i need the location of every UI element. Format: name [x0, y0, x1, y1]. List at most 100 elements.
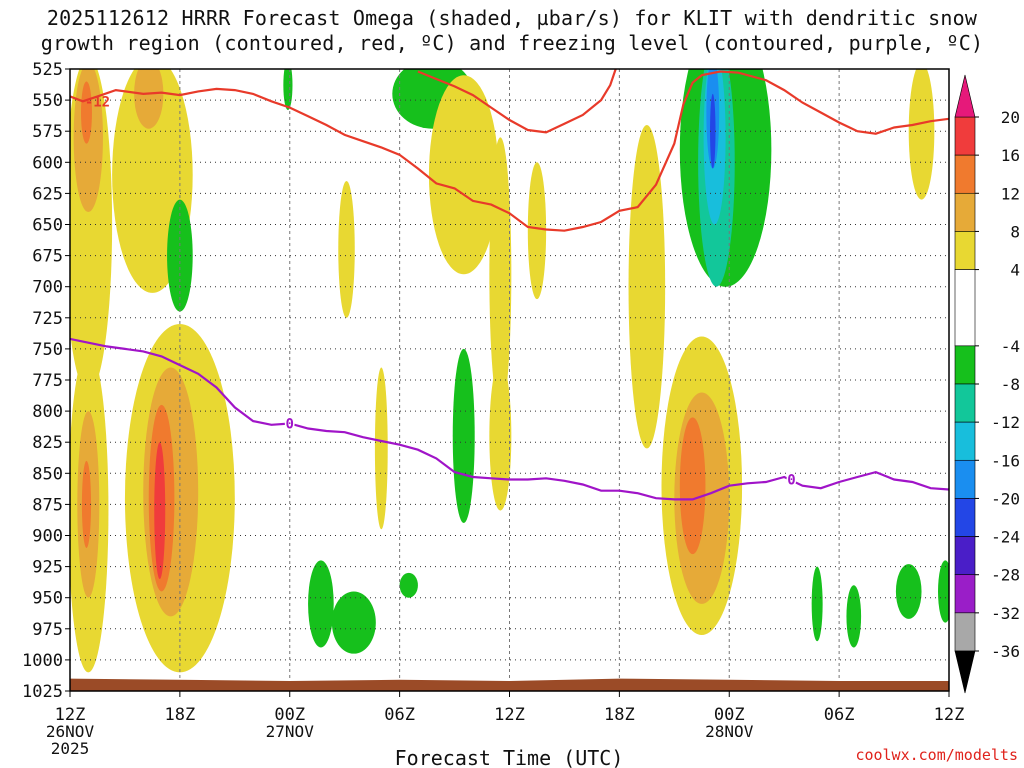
omega-cell-up1-core: [80, 81, 92, 144]
omega-cell-up-low-a: [489, 361, 512, 511]
x-tick-label-12: 00Z: [274, 705, 305, 725]
colorbar-bin--20: [954, 459, 976, 499]
y-tick-label-675: 675: [32, 247, 63, 267]
colorbar-bin-16: [954, 116, 976, 156]
omega-cell-down-right-c: [895, 564, 922, 619]
freezing-level-label-0: 0: [286, 417, 294, 433]
ground-surface: [70, 678, 949, 691]
dgz-contour-line-1: [417, 69, 617, 134]
y-tick-label-725: 725: [32, 309, 63, 329]
y-tick-label-1000: 1000: [22, 651, 63, 671]
dgz-contour-label: -12: [85, 94, 110, 110]
y-tick-label-1025: 1025: [22, 682, 63, 702]
omega-cell-down-right-b: [846, 585, 862, 648]
colorbar-bin-4: [954, 231, 976, 270]
colorbar-label-20: 20: [1001, 108, 1020, 127]
omega-cell-down-right-a: [811, 566, 823, 642]
y-tick-label-825: 825: [32, 433, 63, 453]
colorbar-label--16: -16: [991, 451, 1020, 470]
omega-shading: [70, 69, 949, 673]
omega-cell-up-mid-b: [428, 75, 499, 275]
x-tick-label-18: 06Z: [384, 705, 415, 725]
x-date-label-36: 28NOV: [705, 722, 754, 741]
y-tick-label-775: 775: [32, 371, 63, 391]
colorbar-label-12: 12: [1001, 184, 1020, 203]
colorbar-bin--8: [954, 345, 976, 385]
x-tick-label-0: 12Z: [55, 705, 86, 725]
colorbar-label-16: 16: [1001, 146, 1020, 165]
pressure-axis: 525 550 575 600 625 650 675 700 725 750 775 800 825 8…: [22, 60, 70, 702]
omega-cell-down-right-d: [938, 560, 949, 623]
colorbar-label--32: -32: [991, 604, 1020, 623]
y-tick-label-650: 650: [32, 216, 63, 236]
chart-title-line2: growth region (contoured, red, ºC) and f…: [40, 31, 984, 55]
x-year-label-0: 2025: [51, 739, 90, 758]
omega-cell-up-low-b: [374, 367, 388, 530]
y-tick-label-975: 975: [32, 620, 63, 640]
x-date-label-12: 27NOV: [266, 722, 315, 741]
colorbar-bin--16: [954, 421, 976, 461]
chart-title-line1: 2025112612 HRRR Forecast Omega (shaded, …: [46, 6, 978, 30]
y-tick-label-750: 750: [32, 340, 63, 360]
ground-layer: [70, 678, 949, 691]
colorbar-bin--32: [954, 574, 976, 614]
colorbar-label-4: 4: [1010, 261, 1020, 280]
credit-link[interactable]: coolwx.com/modelts: [855, 746, 1018, 764]
x-date-label-0: 26NOV: [46, 722, 95, 741]
omega-cell-up3-core: [81, 460, 92, 548]
colorbar-label--20: -20: [991, 489, 1020, 508]
colorbar-bin--28: [954, 536, 976, 576]
x-tick-label-42: 06Z: [824, 705, 855, 725]
x-tick-label-48: 12Z: [934, 705, 965, 725]
x-tick-label-24: 12Z: [494, 705, 525, 725]
omega-cell-down-core-max: [710, 93, 716, 169]
omega-cell-up4-core: [154, 442, 166, 580]
y-tick-label-875: 875: [32, 495, 63, 515]
omega-cell-up-mid-a: [338, 180, 355, 318]
y-tick-label-925: 925: [32, 558, 63, 578]
colorbar-label--24: -24: [991, 528, 1020, 547]
y-tick-label-900: 900: [32, 527, 63, 547]
colorbar-label--12: -12: [991, 413, 1020, 432]
x-tick-label-30: 18Z: [604, 705, 635, 725]
contours: -12 0 0: [70, 69, 949, 501]
colorbar-label--28: -28: [991, 566, 1020, 585]
y-tick-label-950: 950: [32, 589, 63, 609]
x-tick-label-6: 18Z: [165, 705, 196, 725]
colorbar: 20 16 12 8 4 -4 -8 -12 -16 -20 -24 -28 -32 -36: [954, 74, 1020, 694]
x-axis-label: Forecast Time (UTC): [395, 746, 624, 768]
y-tick-label-550: 550: [32, 91, 63, 111]
freezing-level-label-1: 0: [787, 473, 795, 489]
colorbar-bin-12: [954, 154, 976, 194]
omega-cell-down-low-d: [399, 572, 418, 598]
x-tick-label-36: 00Z: [714, 705, 745, 725]
y-tick-label-600: 600: [32, 153, 63, 173]
y-tick-label-800: 800: [32, 402, 63, 422]
omega-cell-up-mid-e: [628, 124, 666, 449]
colorbar-top-arrow: [954, 74, 976, 118]
y-tick-label-575: 575: [32, 122, 63, 142]
colorbar-label--8: -8: [1001, 375, 1020, 394]
y-tick-label-700: 700: [32, 278, 63, 298]
colorbar-label--4: -4: [1001, 337, 1020, 356]
colorbar-bin-8: [954, 192, 976, 232]
omega-cell-up-mid-c: [527, 162, 547, 300]
y-tick-label-625: 625: [32, 184, 63, 204]
y-tick-label-525: 525: [32, 60, 63, 80]
colorbar-bottom-arrow: [954, 650, 976, 694]
omega-cell-down-low-b: [308, 560, 334, 648]
dgz-contour-line-0: [70, 70, 949, 232]
colorbar-bin--36: [954, 612, 976, 652]
colorbar-bin--24: [954, 498, 976, 537]
omega-cell-down-low-a: [452, 348, 475, 524]
colorbar-bin--12: [954, 383, 976, 423]
freezing-level-line: [70, 337, 949, 501]
colorbar-label-8: 8: [1010, 222, 1020, 241]
colorbar-bin--4: [954, 269, 976, 347]
omega-cell-down-low-c: [331, 591, 376, 654]
y-tick-label-850: 850: [32, 464, 63, 484]
omega-cell-down-top-a: [283, 69, 293, 111]
omega-cell-up2-core: [134, 69, 164, 129]
